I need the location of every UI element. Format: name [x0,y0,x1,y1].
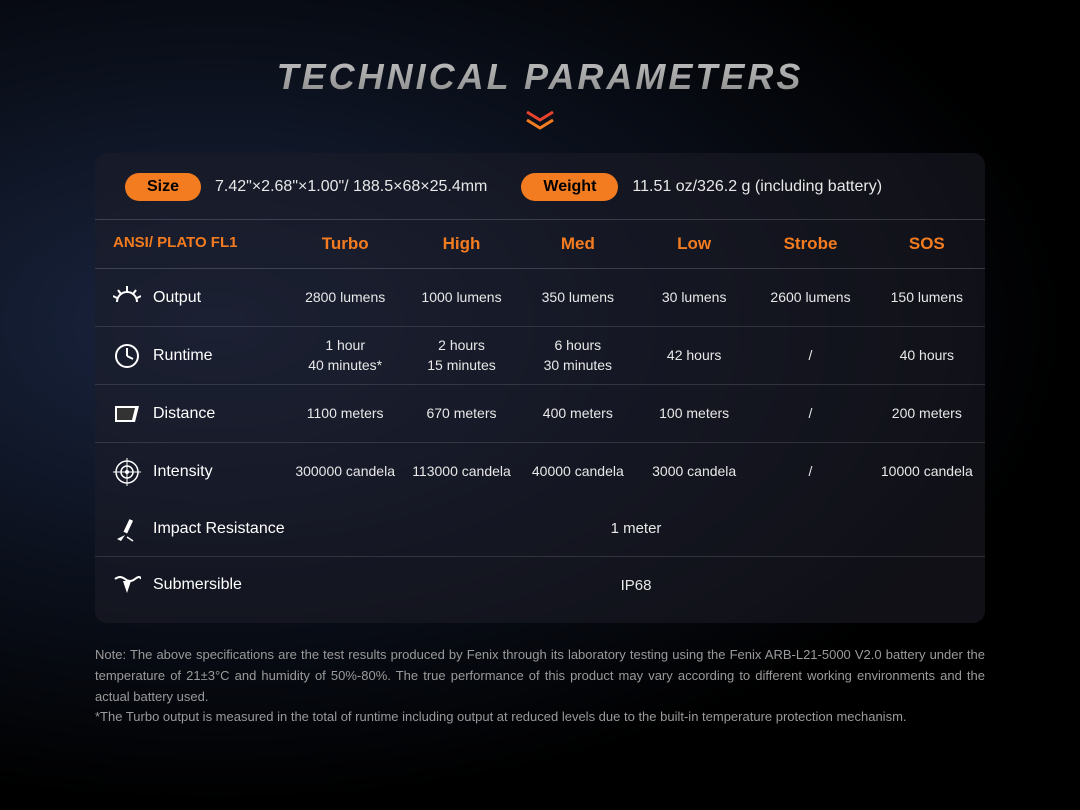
cell: IP68 [287,577,985,594]
cell: 30 lumens [636,284,752,312]
cell: 40 hours [869,342,985,370]
cell: 670 meters [403,400,519,428]
intensity-icon [113,458,141,486]
table-row: Intensity 300000 candela113000 candela400… [95,443,985,501]
cell: 6 hours30 minutes [520,332,636,379]
cell: 1 hour40 minutes* [287,332,403,379]
header-turbo: Turbo [287,234,403,254]
cell: / [752,342,868,370]
cell: 42 hours [636,342,752,370]
header-med: Med [520,234,636,254]
cell: 40000 candela [520,458,636,486]
row-label: Distance [95,400,287,428]
cell: 2 hours15 minutes [403,332,519,379]
row-label-text: Impact Resistance [153,520,285,538]
page-title: TECHNICAL PARAMETERS [0,0,1080,98]
header-strobe: Strobe [752,234,868,254]
table-row: Impact Resistance1 meter [95,501,985,557]
cell: 400 meters [520,400,636,428]
table-row: Submersible IP68 [95,557,985,613]
cell: 10000 candela [869,458,985,486]
impact-icon [113,515,141,543]
cell: 1000 lumens [403,284,519,312]
row-label: Impact Resistance [95,515,287,543]
header-high: High [403,234,519,254]
size-value: 7.42"×2.68"×1.00"/ 188.5×68×25.4mm [215,178,487,196]
cell: 113000 candela [403,458,519,486]
cell: 1100 meters [287,400,403,428]
weight-value: 11.51 oz/326.2 g (including battery) [632,178,882,196]
topbar: Size 7.42"×2.68"×1.00"/ 188.5×68×25.4mm … [95,173,985,220]
table-headers: ANSI/ PLATO FL1 Turbo High Med Low Strob… [95,220,985,269]
cell: 2800 lumens [287,284,403,312]
cell: 200 meters [869,400,985,428]
spec-panel: Size 7.42"×2.68"×1.00"/ 188.5×68×25.4mm … [95,153,985,623]
row-label-text: Intensity [153,463,213,481]
row-label-text: Submersible [153,576,242,594]
row-label: Intensity [95,458,287,486]
cell: / [752,400,868,428]
header-left: ANSI/ PLATO FL1 [95,234,287,254]
submersible-icon [113,571,141,599]
row-label-text: Distance [153,405,215,423]
header-sos: SOS [869,234,985,254]
footnote: Note: The above specifications are the t… [95,645,985,728]
row-label: Runtime [95,342,287,370]
cell: 3000 candela [636,458,752,486]
row-label: Output [95,284,287,312]
cell: 2600 lumens [752,284,868,312]
cell: 1 meter [287,520,985,537]
row-label-text: Runtime [153,347,213,365]
chevron-icon [0,110,1080,135]
cell: 150 lumens [869,284,985,312]
table-row: Output 2800 lumens1000 lumens350 lumens30… [95,269,985,327]
cell: 300000 candela [287,458,403,486]
row-label: Submersible [95,571,287,599]
distance-icon [113,400,141,428]
table-row: Distance 1100 meters670 meters400 meters1… [95,385,985,443]
cell: 100 meters [636,400,752,428]
header-low: Low [636,234,752,254]
row-label-text: Output [153,289,201,307]
output-icon [113,284,141,312]
table-row: Runtime 1 hour40 minutes*2 hours15 minute… [95,327,985,385]
runtime-icon [113,342,141,370]
cell: / [752,458,868,486]
size-pill: Size [125,173,201,201]
weight-pill: Weight [521,173,618,201]
cell: 350 lumens [520,284,636,312]
